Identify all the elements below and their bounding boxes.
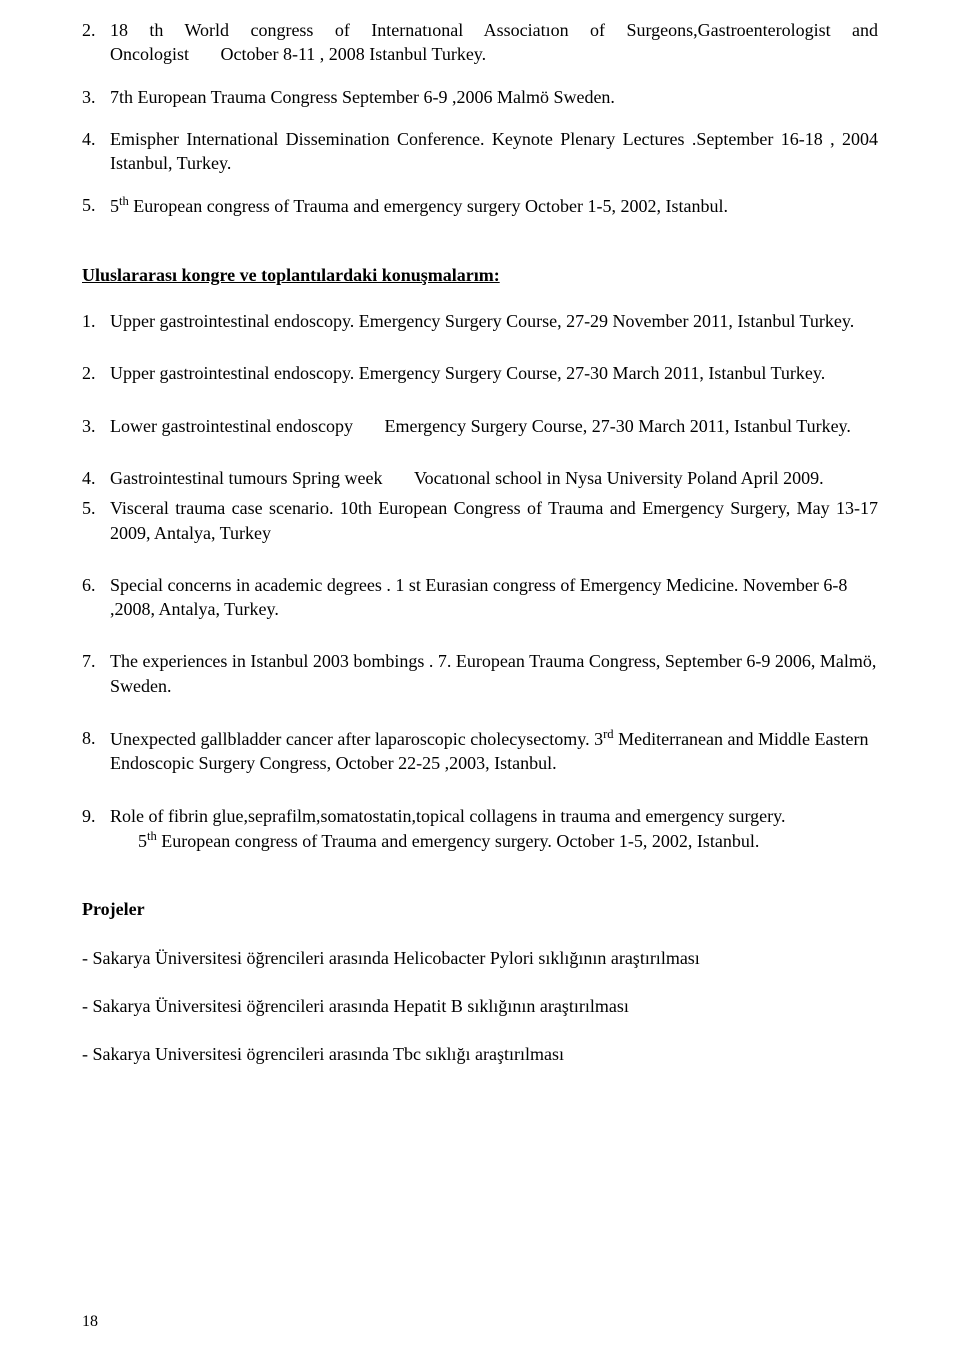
- item-text: Upper gastrointestinal endoscopy. Emerge…: [110, 361, 878, 385]
- item-number: 8.: [82, 726, 110, 776]
- project-item: - Sakarya Üniversitesi öğrencileri arası…: [82, 994, 878, 1018]
- item-content: 18 th World congress of Internatıonal As…: [110, 18, 878, 67]
- item-text: Emispher International Dissemination Con…: [110, 127, 878, 176]
- item-content: 5th European congress of Trauma and emer…: [110, 193, 878, 218]
- item-number: 4.: [82, 127, 110, 176]
- congress-attendance-list: 2. 18 th World congress of Internatıonal…: [82, 18, 878, 219]
- list-item: 5. 5th European congress of Trauma and e…: [82, 193, 878, 218]
- item-content: Role of fibrin glue,seprafilm,somatostat…: [110, 804, 878, 854]
- item-content: Unexpected gallbladder cancer after lapa…: [110, 726, 878, 776]
- project-item: - Sakarya Universitesi ögrencileri arası…: [82, 1042, 878, 1066]
- item-mid-post: European congress of Trauma and emergenc…: [157, 831, 760, 851]
- international-talks-heading: Uluslararası kongre ve toplantılardaki k…: [82, 263, 878, 287]
- list-item: 3. 7th European Trauma Congress Septembe…: [82, 85, 878, 109]
- item-number: 5.: [82, 496, 110, 545]
- item-number: 3.: [82, 414, 110, 438]
- projects-list: - Sakarya Üniversitesi öğrencileri arası…: [82, 946, 878, 1067]
- list-item: 8. Unexpected gallbladder cancer after l…: [82, 726, 878, 776]
- list-item: 4. Emispher International Dissemination …: [82, 127, 878, 176]
- item-pre1: Role of fibrin glue,seprafilm,somatostat…: [110, 806, 785, 826]
- item-text: Visceral trauma case scenario. 10th Euro…: [110, 496, 878, 545]
- project-item: - Sakarya Üniversitesi öğrencileri arası…: [82, 946, 878, 970]
- list-item: 9. Role of fibrin glue,seprafilm,somatos…: [82, 804, 878, 854]
- list-item: 7. The experiences in Istanbul 2003 bomb…: [82, 649, 878, 698]
- item-second-line: 5th European congress of Trauma and emer…: [110, 828, 759, 853]
- list-item: 5. Visceral trauma case scenario. 10th E…: [82, 496, 878, 545]
- item-text-b: Emergency Surgery Course, 27-30 March 20…: [384, 416, 850, 436]
- item-text: Special concerns in academic degrees . 1…: [110, 573, 878, 622]
- item-number: 9.: [82, 804, 110, 854]
- item-mid-pre: 5: [138, 831, 147, 851]
- projects-heading: Projeler: [82, 897, 878, 921]
- item-number: 6.: [82, 573, 110, 622]
- item-number: 3.: [82, 85, 110, 109]
- item-pre: 5: [110, 196, 119, 216]
- list-item: 1. Upper gastrointestinal endoscopy. Eme…: [82, 309, 878, 333]
- item-text: 7th European Trauma Congress September 6…: [110, 85, 878, 109]
- item-post: European congress of Trauma and emergenc…: [129, 196, 728, 216]
- list-item: 2. 18 th World congress of Internatıonal…: [82, 18, 878, 67]
- item-number: 5.: [82, 193, 110, 218]
- item-pre: Unexpected gallbladder cancer after lapa…: [110, 729, 603, 749]
- item-number: 2.: [82, 361, 110, 385]
- international-talks-list: 1. Upper gastrointestinal endoscopy. Eme…: [82, 309, 878, 853]
- item-text-b: October 8-11 , 2008 Istanbul Turkey.: [221, 44, 487, 64]
- item-number: 4.: [82, 466, 110, 490]
- item-content: Gastrointestinal tumours Spring week Voc…: [110, 466, 878, 490]
- list-item: 3. Lower gastrointestinal endoscopy Emer…: [82, 414, 878, 438]
- item-text-a: Lower gastrointestinal endoscopy: [110, 416, 353, 436]
- item-number: 1.: [82, 309, 110, 333]
- item-content: Lower gastrointestinal endoscopy Emergen…: [110, 414, 878, 438]
- item-text: The experiences in Istanbul 2003 bombing…: [110, 649, 878, 698]
- item-number: 2.: [82, 18, 110, 67]
- item-sup: th: [119, 194, 129, 208]
- item-text-b: Vocatıonal school in Nysa University Pol…: [414, 468, 824, 488]
- item-sup: th: [147, 829, 157, 843]
- item-number: 7.: [82, 649, 110, 698]
- list-item: 2. Upper gastrointestinal endoscopy. Eme…: [82, 361, 878, 385]
- item-sup: rd: [603, 727, 614, 741]
- item-text: Upper gastrointestinal endoscopy. Emerge…: [110, 309, 878, 333]
- list-item: 6. Special concerns in academic degrees …: [82, 573, 878, 622]
- list-item: 4. Gastrointestinal tumours Spring week …: [82, 466, 878, 490]
- item-text-a: Gastrointestinal tumours Spring week: [110, 468, 382, 488]
- page-number: 18: [82, 1311, 98, 1333]
